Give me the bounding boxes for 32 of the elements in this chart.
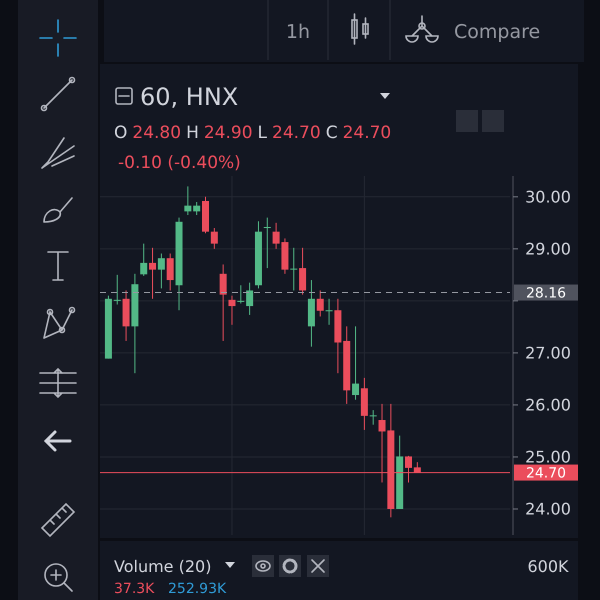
candlestick	[316, 290, 324, 317]
candlestick	[210, 228, 218, 250]
ref-line-label: 24.70	[526, 465, 566, 482]
text: 252.93K	[168, 581, 227, 597]
candlestick	[326, 298, 333, 326]
y-tick-label: 26.00	[525, 396, 571, 415]
candlestick	[272, 222, 280, 250]
y-tick-label: 25.00	[525, 448, 571, 467]
candlestick	[140, 243, 148, 276]
ref-line-label: 28.16	[526, 285, 566, 302]
candlestick	[166, 253, 174, 291]
candlestick	[149, 247, 156, 300]
candlestick	[370, 410, 377, 426]
y-tick-label: 29.00	[525, 239, 571, 258]
candlestick	[299, 247, 306, 296]
y-tick-label: 27.00	[525, 344, 571, 362]
text: Volume (20)	[114, 557, 212, 576]
candlestick	[290, 247, 298, 291]
chart-title: 60, HNX	[140, 83, 238, 111]
text: -0.10 (-0.40%)	[118, 153, 241, 173]
chart-subtitle: O 24.80 H 24.90 L 24.70 C 24.70	[114, 123, 392, 143]
y-tick-label: 24.00	[525, 500, 571, 519]
candlestick	[264, 217, 271, 269]
candlestick	[352, 326, 360, 400]
text: Compare	[454, 21, 540, 43]
candlestick	[158, 253, 165, 289]
text: 600K	[527, 557, 570, 576]
y-tick-label: 30.00	[525, 187, 571, 206]
candlestick	[220, 264, 227, 342]
text: 37.3K	[114, 581, 156, 597]
text: 1h	[286, 21, 310, 43]
candlestick	[228, 295, 236, 326]
